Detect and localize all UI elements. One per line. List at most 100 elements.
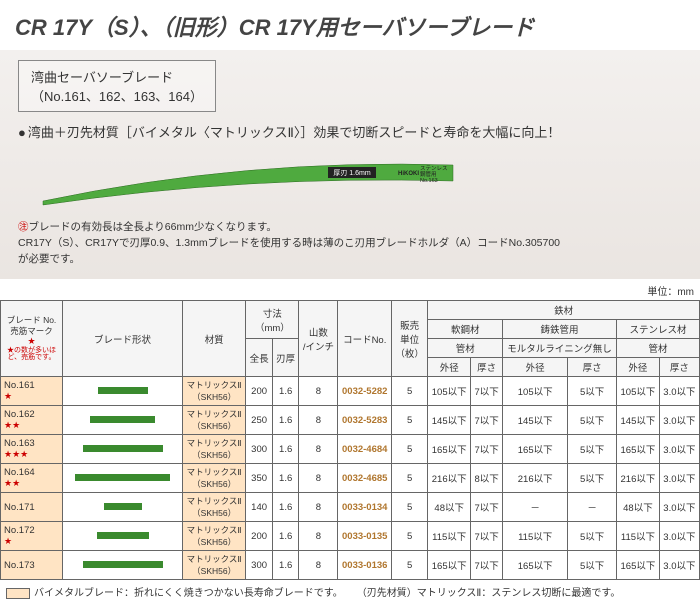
cell-cast-od: － <box>503 493 568 522</box>
hdr-shape: ブレード形状 <box>63 301 183 377</box>
cell-soft-od: 48以下 <box>428 493 471 522</box>
cell-soft-th: 7以下 <box>471 493 503 522</box>
hero-section: 湾曲セーバソーブレード （No.161、162、163、164） 湾曲＋刃先材質… <box>0 50 700 279</box>
table-header: ブレード No. 売筋マーク ★ ★の数が多いほど、売筋です。 ブレード形状 材… <box>1 301 700 377</box>
cell-cast-th: 5以下 <box>568 377 617 406</box>
subtitle-line2: （No.161、162、163、164） <box>31 86 203 105</box>
cell-shape <box>63 522 183 551</box>
cell-soft-od: 145以下 <box>428 406 471 435</box>
hdr-th2: 厚さ <box>568 358 617 377</box>
table-row: No.162★★マトリックスⅡ （SKH56）2501.680032-52835… <box>1 406 700 435</box>
cell-st-od: 105以下 <box>617 377 660 406</box>
table-row: No.164★★マトリックスⅡ （SKH56）3501.680032-46855… <box>1 464 700 493</box>
cell-st-th: 3.0以下 <box>659 406 699 435</box>
cell-thk: 1.6 <box>272 493 299 522</box>
cell-soft-od: 165以下 <box>428 435 471 464</box>
cell-shape <box>63 377 183 406</box>
note-mark-icon: ㊟ <box>18 221 29 233</box>
cell-pkg: 5 <box>392 377 428 406</box>
cell-len: 200 <box>246 377 273 406</box>
cell-material: マトリックスⅡ （SKH56） <box>183 464 246 493</box>
cell-cast-od: 105以下 <box>503 377 568 406</box>
cell-soft-th: 8以下 <box>471 464 503 493</box>
cell-pkg: 5 <box>392 406 428 435</box>
cell-len: 300 <box>246 435 273 464</box>
table-row: No.172★マトリックスⅡ （SKH56）2001.680033-013551… <box>1 522 700 551</box>
cell-soft-od: 165以下 <box>428 551 471 580</box>
cell-shape <box>63 435 183 464</box>
cell-no: No.163★★★ <box>1 435 63 464</box>
hdr-stainless: ステンレス材 <box>617 320 700 339</box>
cell-st-od: 216以下 <box>617 464 660 493</box>
subtitle-box: 湾曲セーバソーブレード （No.161、162、163、164） <box>18 60 216 112</box>
cell-no: No.161★ <box>1 377 63 406</box>
cell-st-od: 115以下 <box>617 522 660 551</box>
cell-st-od: 48以下 <box>617 493 660 522</box>
cell-shape <box>63 551 183 580</box>
cell-material: マトリックスⅡ （SKH56） <box>183 377 246 406</box>
blade-illustration: 厚刃 1.6mm ステンレス 鋼管用 No.163 HiKOKI <box>38 153 458 208</box>
hdr-od1: 外径 <box>428 358 471 377</box>
cell-pkg: 5 <box>392 551 428 580</box>
cell-cast-th: 5以下 <box>568 551 617 580</box>
cell-code: 0032-4684 <box>338 435 392 464</box>
hdr-no-l2: 売筋マーク <box>4 326 59 336</box>
hdr-th1: 厚さ <box>471 358 503 377</box>
note-block: ㊟ブレードの有効長は全長より66mm少なくなります。 CR17Y（S）、CR17… <box>18 220 682 267</box>
svg-text:No.163: No.163 <box>420 178 438 184</box>
cell-cast-od: 115以下 <box>503 522 568 551</box>
cell-cast-th: － <box>568 493 617 522</box>
cell-cast-od: 165以下 <box>503 551 568 580</box>
cell-code: 0032-5282 <box>338 377 392 406</box>
cell-cast-od: 165以下 <box>503 435 568 464</box>
hdr-pipe2: 管材 <box>617 339 700 358</box>
note-line1: ブレードの有効長は全長より66mm少なくなります。 <box>29 221 277 233</box>
hdr-len: 全長 <box>246 339 273 377</box>
cell-thk: 1.6 <box>272 551 299 580</box>
cell-cast-th: 5以下 <box>568 406 617 435</box>
cell-code: 0033-0136 <box>338 551 392 580</box>
cell-pkg: 5 <box>392 522 428 551</box>
cell-st-th: 3.0以下 <box>659 522 699 551</box>
hdr-th3: 厚さ <box>659 358 699 377</box>
cell-shape <box>63 406 183 435</box>
swatch-icon <box>6 588 30 599</box>
hdr-thick: 刃厚 <box>272 339 299 377</box>
cell-len: 300 <box>246 551 273 580</box>
svg-text:鋼管用: 鋼管用 <box>420 170 437 178</box>
cell-tpi: 8 <box>299 435 338 464</box>
cell-soft-th: 7以下 <box>471 377 503 406</box>
cell-code: 0032-4685 <box>338 464 392 493</box>
hdr-no-l1: ブレード No. <box>4 315 59 325</box>
cell-code: 0033-0135 <box>338 522 392 551</box>
cell-len: 140 <box>246 493 273 522</box>
cell-code: 0033-0134 <box>338 493 392 522</box>
cell-material: マトリックスⅡ （SKH56） <box>183 406 246 435</box>
table-row: No.163★★★マトリックスⅡ （SKH56）3001.680032-4684… <box>1 435 700 464</box>
hdr-tpi: 山数 /インチ <box>299 301 338 377</box>
cell-tpi: 8 <box>299 464 338 493</box>
table-row: No.171マトリックスⅡ （SKH56）1401.680033-0134548… <box>1 493 700 522</box>
cell-cast-od: 216以下 <box>503 464 568 493</box>
cell-len: 350 <box>246 464 273 493</box>
hdr-iron: 鉄材 <box>428 301 700 320</box>
cell-pkg: 5 <box>392 493 428 522</box>
cell-st-od: 165以下 <box>617 551 660 580</box>
hdr-no-star: ★ <box>4 336 59 347</box>
cell-tpi: 8 <box>299 406 338 435</box>
cell-no: No.164★★ <box>1 464 63 493</box>
feature-bullet: 湾曲＋刃先材質［バイメタル〈マトリックスⅡ〉］効果で切断スピードと寿命を大幅に向… <box>18 122 682 141</box>
cell-no: No.173 <box>1 551 63 580</box>
cell-shape <box>63 493 183 522</box>
cell-st-th: 3.0以下 <box>659 551 699 580</box>
spec-table: ブレード No. 売筋マーク ★ ★の数が多いほど、売筋です。 ブレード形状 材… <box>0 300 700 580</box>
footer-legend: バイメタルブレード：折れにくく焼きつかない長寿命ブレードです。 （刃先材質）マト… <box>0 580 700 603</box>
hdr-od3: 外径 <box>617 358 660 377</box>
hdr-dims: 寸法 （mm） <box>246 301 299 339</box>
cell-shape <box>63 464 183 493</box>
legend-matrix: （刃先材質）マトリックスⅡ：ステンレス切断に最適です。 <box>357 588 621 599</box>
legend-bimetal: バイメタルブレード：折れにくく焼きつかない長寿命ブレードです。 <box>34 588 343 599</box>
cell-material: マトリックスⅡ （SKH56） <box>183 522 246 551</box>
cell-tpi: 8 <box>299 522 338 551</box>
page-title: CR 17Y（S）、（旧形）CR 17Y用セーバソーブレード <box>0 0 700 50</box>
